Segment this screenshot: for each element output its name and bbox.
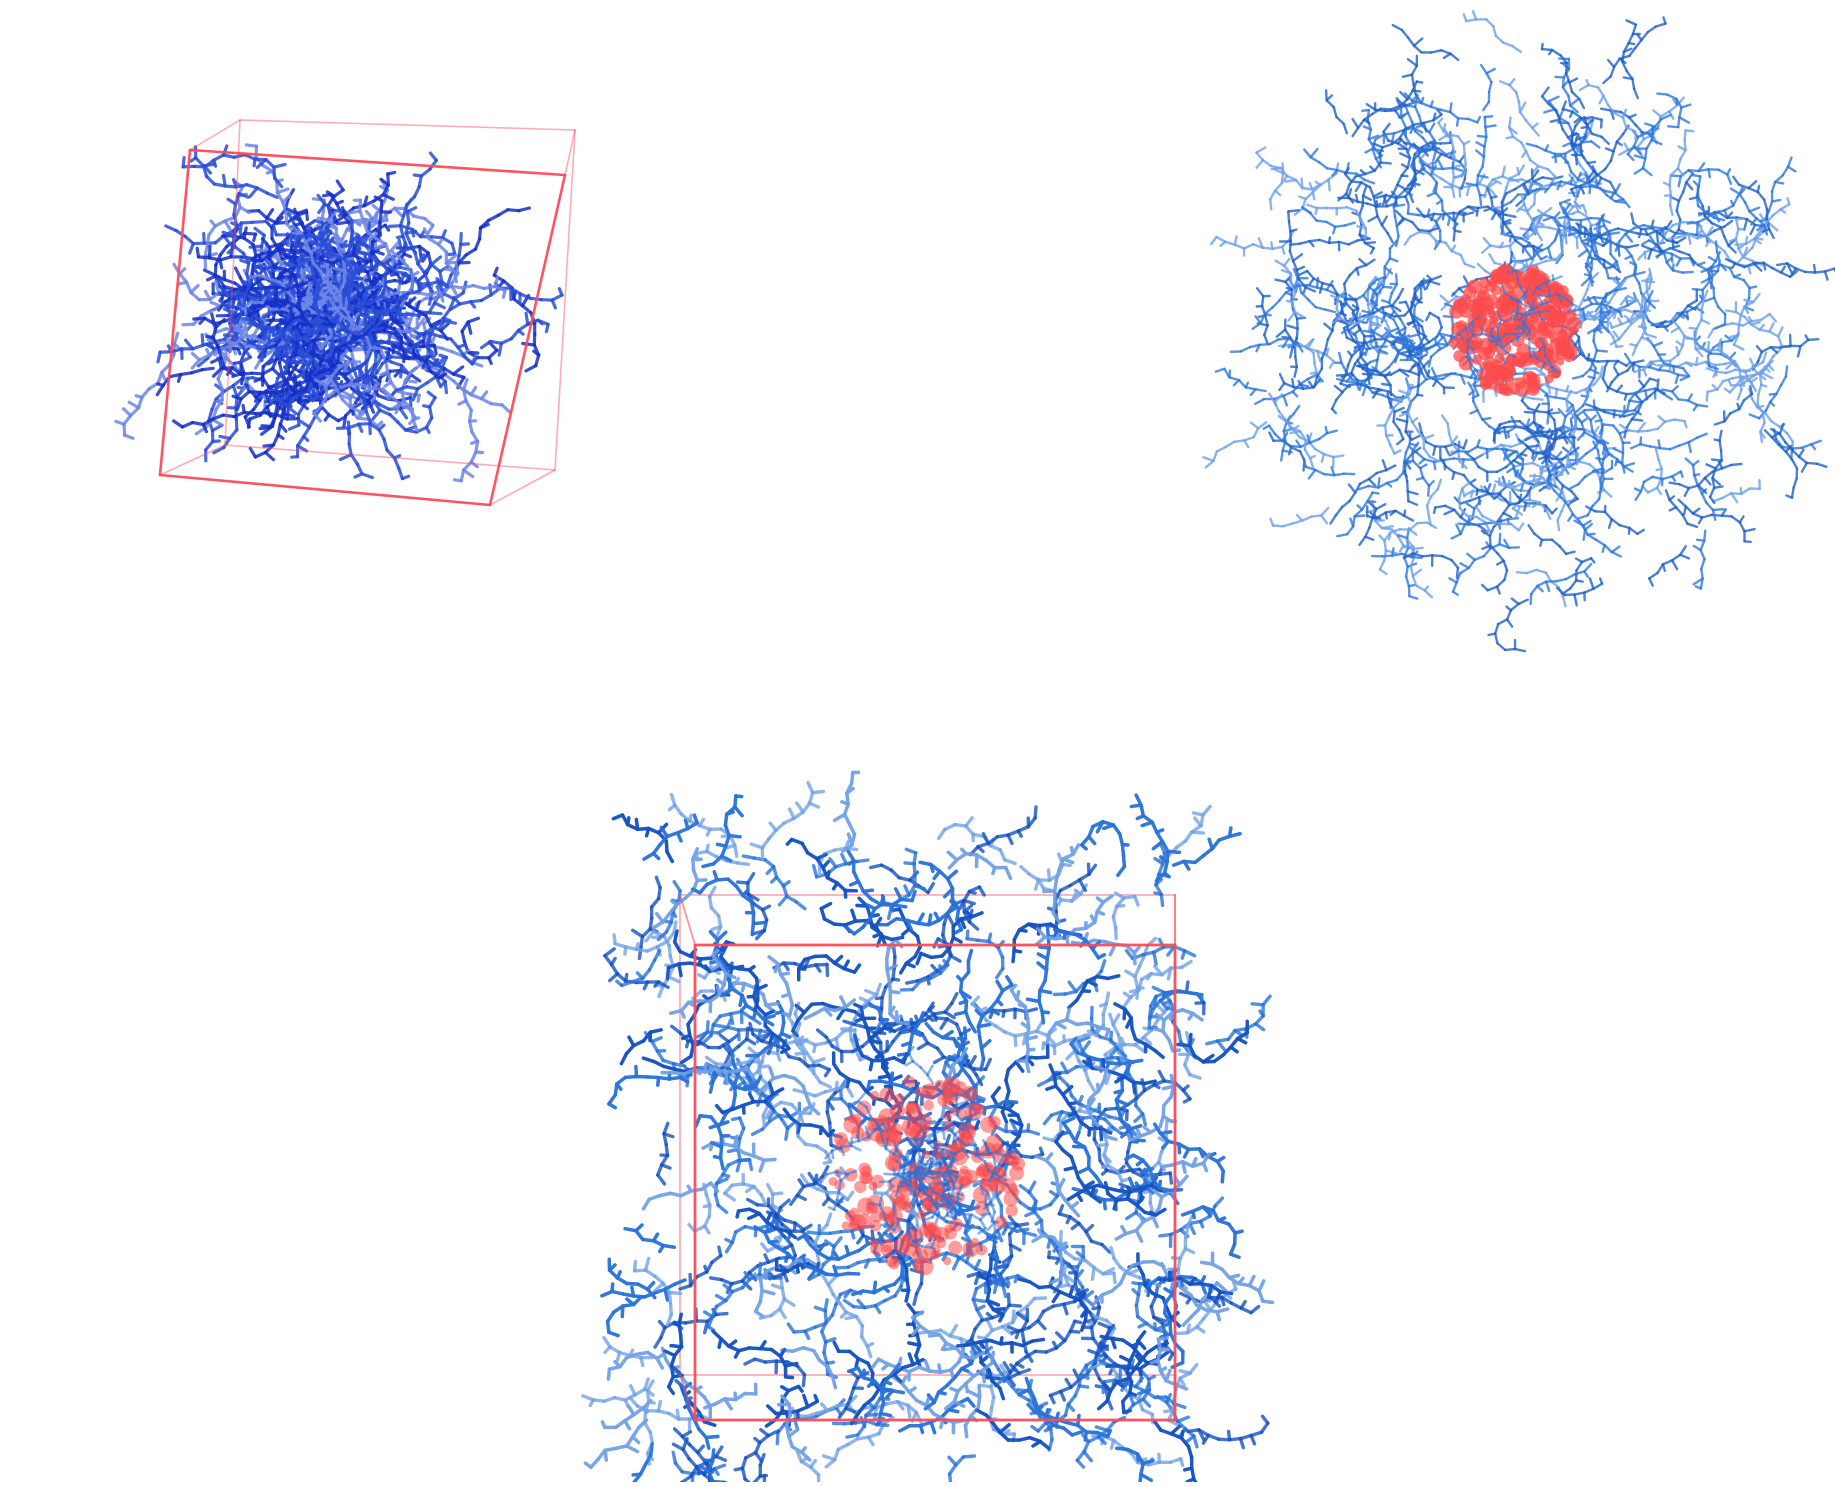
panel-bottom-core-in-box <box>583 772 1273 1482</box>
panel-top-right-micelle <box>1203 11 1835 651</box>
panel-top-left-polymer-box <box>116 120 575 505</box>
